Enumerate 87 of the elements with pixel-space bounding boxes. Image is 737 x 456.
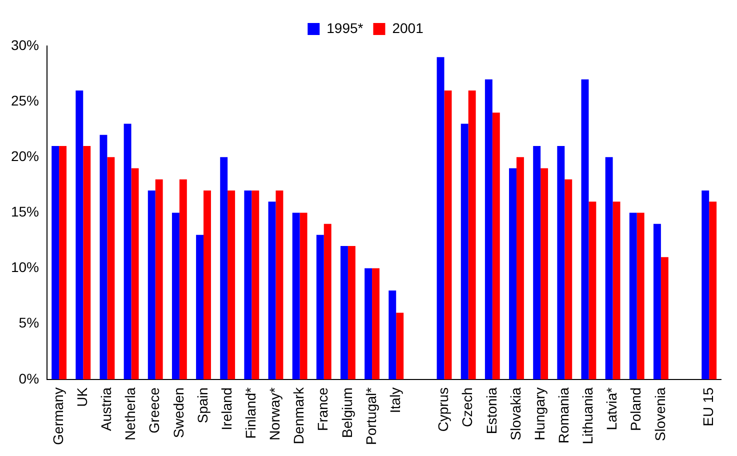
bar <box>557 146 565 380</box>
bar <box>436 57 444 380</box>
bar <box>244 190 252 380</box>
bar <box>605 157 613 380</box>
x-tick-label: Norway* <box>266 386 283 440</box>
bar <box>564 179 572 380</box>
bar <box>492 112 500 380</box>
bar <box>276 190 284 380</box>
x-tick-label: Portugal* <box>362 386 379 445</box>
x-tick-label: Greece <box>146 387 162 434</box>
x-tick-label: Belgium <box>338 387 355 438</box>
x-tick-label: Sweden <box>170 387 186 438</box>
y-tick-label: 10% <box>10 259 40 276</box>
bar <box>59 146 67 380</box>
bar <box>107 157 115 380</box>
x-tick-label: Czech <box>459 387 476 428</box>
bar <box>324 224 332 380</box>
bar <box>364 268 372 380</box>
bar <box>172 212 180 380</box>
bar <box>340 246 348 380</box>
bar <box>300 212 308 380</box>
bar <box>653 224 661 380</box>
bar <box>660 257 668 380</box>
x-tick-label: EU 15 <box>700 387 716 426</box>
y-tick-label: 15% <box>10 204 40 220</box>
legend-label: 2001 <box>392 20 424 36</box>
x-tick-label: Austria <box>98 387 114 431</box>
bar <box>533 146 541 380</box>
bar <box>612 202 620 380</box>
bar <box>124 124 132 380</box>
y-tick-label: 5% <box>18 314 40 331</box>
bar <box>179 179 187 380</box>
y-tick-label: 0% <box>18 370 40 386</box>
x-tick-label: Netherla <box>122 387 138 440</box>
x-tick-label: France <box>314 387 331 431</box>
bar <box>252 190 260 380</box>
x-tick-label: Denmark <box>290 386 307 444</box>
x-tick-label: Estonia <box>483 387 500 434</box>
y-tick-label: 25% <box>10 92 40 108</box>
bar <box>100 134 108 380</box>
bar <box>220 157 228 380</box>
bar <box>196 234 204 380</box>
y-tick-label: 20% <box>10 148 40 164</box>
bar <box>509 168 516 380</box>
x-tick-label: Cyprus <box>435 387 452 432</box>
bar <box>316 234 324 380</box>
x-tick-label: Slovakia <box>507 387 524 440</box>
bar <box>76 90 84 380</box>
x-tick-label: Latvia* <box>604 386 620 430</box>
bar <box>588 202 596 380</box>
bar <box>709 202 717 380</box>
bar <box>131 168 139 380</box>
x-tick-label: Spain <box>194 387 210 424</box>
bar <box>348 246 356 380</box>
bar <box>702 190 710 380</box>
bar <box>155 179 163 380</box>
x-tick-label: Finland* <box>242 386 259 439</box>
bar <box>636 212 644 380</box>
bar <box>372 268 380 380</box>
bar <box>204 190 211 380</box>
bar <box>484 79 492 380</box>
y-tick-label: 30% <box>10 36 40 53</box>
bar <box>83 146 91 380</box>
x-tick-label: Poland <box>628 387 644 431</box>
bar <box>292 212 300 380</box>
bar <box>460 124 468 380</box>
legend-label: 1995* <box>326 20 364 36</box>
x-tick-label: Ireland <box>218 387 234 430</box>
bar <box>388 290 396 380</box>
x-tick-label: UK <box>74 386 90 407</box>
bar <box>52 146 60 380</box>
x-tick-label: Italy <box>386 387 403 414</box>
bar <box>540 168 548 380</box>
x-tick-label: Lithuania <box>580 387 596 444</box>
bar <box>148 190 156 380</box>
bar <box>228 190 236 380</box>
bar <box>629 212 637 380</box>
x-tick-label: Germany <box>50 387 66 445</box>
x-tick-label: Slovenia <box>652 387 668 442</box>
bar <box>516 157 524 380</box>
bar <box>444 90 452 380</box>
bar <box>268 202 276 380</box>
bar <box>468 90 476 380</box>
x-tick-label: Hungary <box>531 387 548 440</box>
bar <box>581 79 589 380</box>
x-tick-label: Romania <box>556 387 572 444</box>
bar <box>396 312 404 380</box>
